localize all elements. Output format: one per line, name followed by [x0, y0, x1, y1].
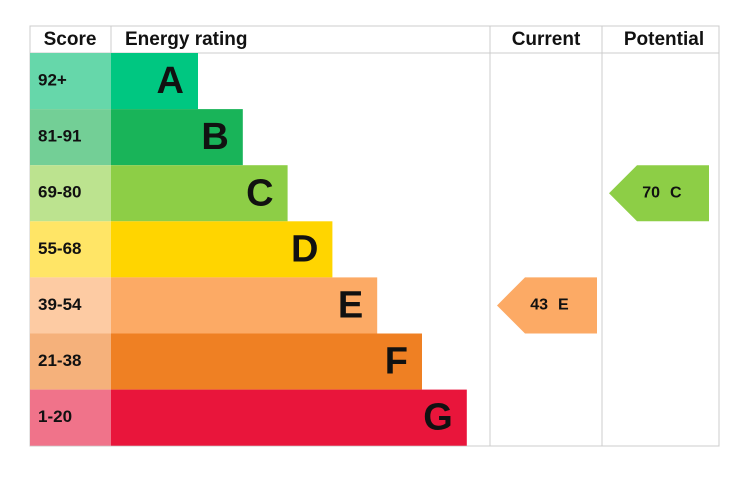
- potential-arrow: [609, 165, 709, 222]
- score-range: 21-38: [38, 351, 81, 370]
- current-rating: 43: [530, 297, 548, 314]
- rating-letter: G: [423, 397, 453, 439]
- rating-letter: A: [157, 60, 184, 102]
- header-potential: Potential: [624, 29, 704, 50]
- rating-letter: D: [291, 228, 318, 270]
- rating-bar: [111, 389, 467, 446]
- rating-bar: [111, 109, 243, 166]
- rating-letter: C: [246, 172, 273, 214]
- rating-bar: [111, 221, 333, 278]
- score-range: 1-20: [38, 407, 72, 426]
- current-band: E: [558, 297, 569, 314]
- score-range: 55-68: [38, 239, 81, 258]
- rating-bar: [111, 277, 378, 334]
- header-current: Current: [512, 29, 581, 50]
- score-cell: [30, 53, 111, 110]
- rating-bar: [111, 333, 422, 390]
- score-range: 39-54: [38, 295, 82, 314]
- rating-letter: F: [385, 341, 408, 383]
- score-cell: [30, 165, 111, 222]
- rating-bar: [111, 53, 198, 110]
- rating-letter: E: [338, 284, 363, 326]
- header-rating: Energy rating: [125, 29, 247, 50]
- score-cell: [30, 109, 111, 166]
- current-arrow: [497, 277, 597, 334]
- score-cell: [30, 389, 111, 446]
- score-range: 69-80: [38, 183, 81, 202]
- score-cell: [30, 221, 111, 278]
- potential-band: C: [670, 184, 682, 201]
- rating-letter: B: [201, 116, 228, 158]
- score-cell: [30, 277, 111, 334]
- rating-bar: [111, 165, 288, 222]
- score-range: 92+: [38, 71, 67, 90]
- score-range: 81-91: [38, 127, 81, 146]
- potential-rating: 70: [642, 184, 660, 201]
- score-cell: [30, 333, 111, 390]
- header-score: Score: [44, 29, 97, 50]
